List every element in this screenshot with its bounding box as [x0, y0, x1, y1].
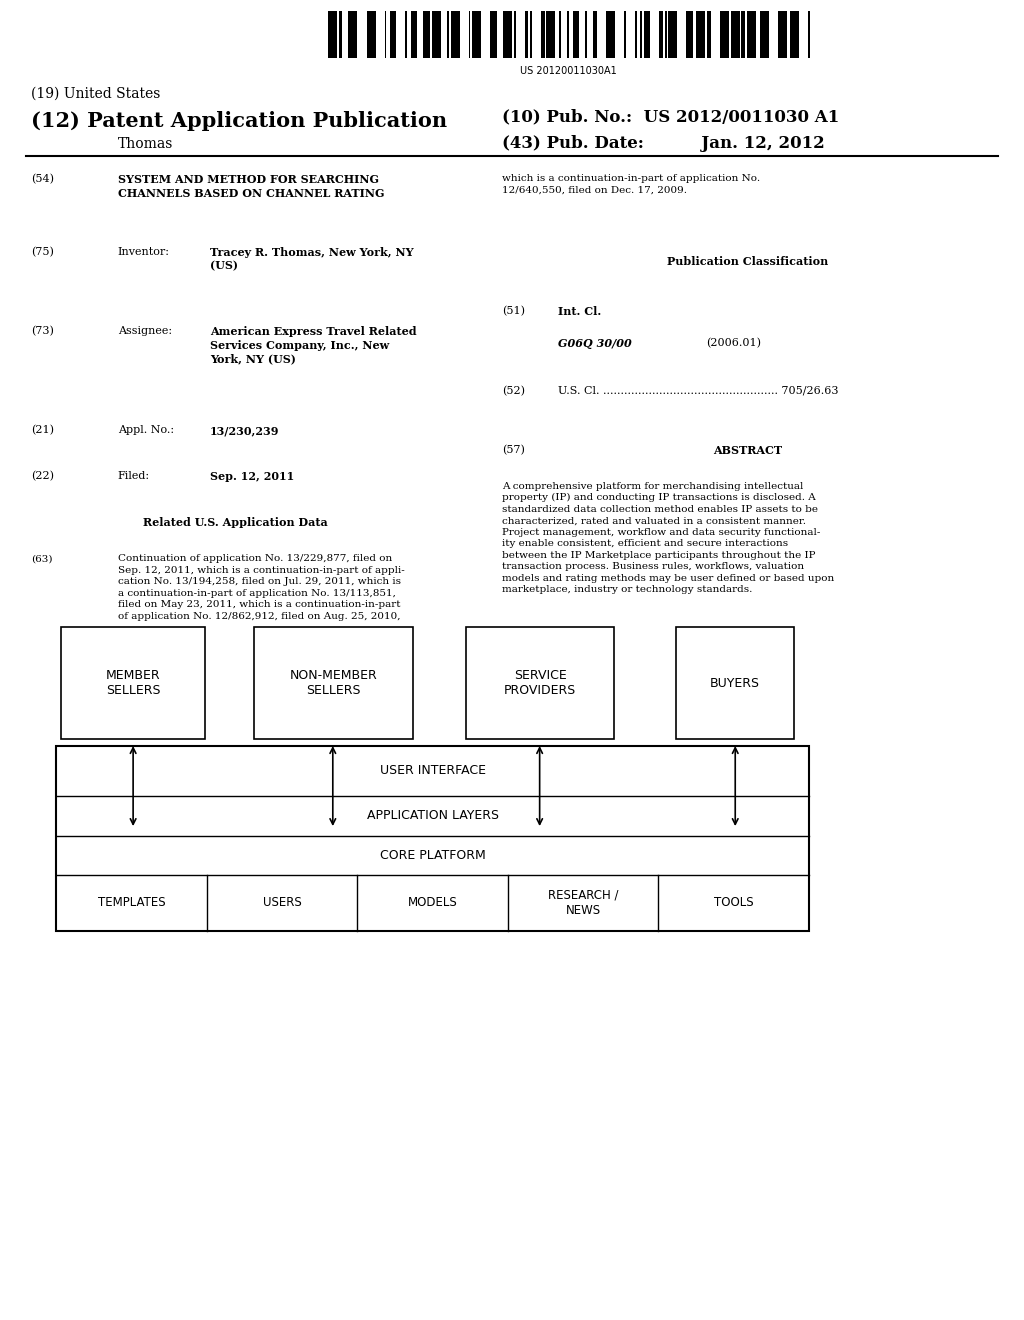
Text: ABSTRACT: ABSTRACT — [713, 445, 782, 455]
Text: (52): (52) — [502, 385, 524, 396]
Text: 13/230,239: 13/230,239 — [210, 425, 280, 436]
Text: Publication Classification: Publication Classification — [667, 256, 828, 267]
Text: Filed:: Filed: — [118, 471, 150, 482]
Text: USERS: USERS — [263, 896, 301, 909]
Bar — [367, 11, 376, 58]
Bar — [640, 11, 642, 58]
Text: MEMBER
SELLERS: MEMBER SELLERS — [105, 669, 161, 697]
Text: (19) United States: (19) United States — [31, 87, 160, 102]
Bar — [524, 11, 528, 58]
Bar — [696, 11, 706, 58]
Text: (75): (75) — [31, 247, 53, 257]
Bar — [669, 11, 677, 58]
Text: Appl. No.:: Appl. No.: — [118, 425, 174, 436]
Bar — [469, 11, 470, 58]
Text: (22): (22) — [31, 471, 53, 482]
Bar — [466, 627, 614, 739]
Text: U.S. Cl. .................................................. 705/26.63: U.S. Cl. ...............................… — [558, 385, 839, 396]
Bar — [572, 11, 579, 58]
Text: Continuation of application No. 13/229,877, filed on
Sep. 12, 2011, which is a c: Continuation of application No. 13/229,8… — [118, 554, 404, 620]
Text: Sep. 12, 2011: Sep. 12, 2011 — [210, 471, 294, 482]
Bar — [741, 11, 745, 58]
Text: Related U.S. Application Data: Related U.S. Application Data — [143, 517, 328, 528]
Bar — [431, 11, 440, 58]
Text: SYSTEM AND METHOD FOR SEARCHING
CHANNELS BASED ON CHANNEL RATING: SYSTEM AND METHOD FOR SEARCHING CHANNELS… — [118, 174, 384, 199]
Text: (2006.01): (2006.01) — [707, 338, 762, 348]
Bar — [411, 11, 417, 58]
Bar — [746, 11, 756, 58]
Text: BUYERS: BUYERS — [710, 677, 760, 689]
Bar — [644, 11, 650, 58]
Text: (43) Pub. Date:          Jan. 12, 2012: (43) Pub. Date: Jan. 12, 2012 — [502, 135, 824, 152]
Text: (73): (73) — [31, 326, 53, 337]
Bar — [567, 11, 569, 58]
Bar — [472, 11, 481, 58]
Bar — [514, 11, 516, 58]
Text: (57): (57) — [502, 445, 524, 455]
Text: (10) Pub. No.:  US 2012/0011030 A1: (10) Pub. No.: US 2012/0011030 A1 — [502, 108, 839, 125]
Bar — [659, 11, 663, 58]
Text: APPLICATION LAYERS: APPLICATION LAYERS — [367, 809, 499, 822]
Bar — [791, 11, 800, 58]
Bar — [406, 11, 408, 58]
Bar — [451, 11, 460, 58]
Bar — [503, 11, 512, 58]
Text: which is a continuation-in-part of application No.
12/640,550, filed on Dec. 17,: which is a continuation-in-part of appli… — [502, 174, 760, 194]
Text: (21): (21) — [31, 425, 53, 436]
Bar — [606, 11, 615, 58]
Bar — [385, 11, 386, 58]
Text: Int. Cl.: Int. Cl. — [558, 306, 601, 317]
Text: A comprehensive platform for merchandising intellectual
property (IP) and conduc: A comprehensive platform for merchandisi… — [502, 482, 834, 594]
Bar — [559, 11, 561, 58]
Text: Assignee:: Assignee: — [118, 326, 172, 337]
Bar — [720, 11, 729, 58]
Text: Thomas: Thomas — [118, 137, 173, 152]
Bar — [760, 11, 769, 58]
Text: TEMPLATES: TEMPLATES — [97, 896, 166, 909]
Text: CORE PLATFORM: CORE PLATFORM — [380, 849, 485, 862]
Text: G06Q 30/00: G06Q 30/00 — [558, 338, 632, 348]
Text: (51): (51) — [502, 306, 524, 317]
Text: Tracey R. Thomas, New York, NY
(US): Tracey R. Thomas, New York, NY (US) — [210, 247, 414, 272]
Bar — [676, 627, 794, 739]
Bar — [348, 11, 357, 58]
Text: Inventor:: Inventor: — [118, 247, 170, 257]
Text: NON-MEMBER
SELLERS: NON-MEMBER SELLERS — [290, 669, 377, 697]
Bar — [731, 11, 739, 58]
Bar — [61, 627, 205, 739]
Bar — [530, 11, 531, 58]
Bar — [490, 11, 497, 58]
Bar — [777, 11, 786, 58]
Text: USER INTERFACE: USER INTERFACE — [380, 764, 485, 777]
Bar — [708, 11, 711, 58]
Bar — [424, 11, 430, 58]
Bar — [665, 11, 667, 58]
Text: US 20120011030A1: US 20120011030A1 — [520, 66, 616, 77]
Bar — [585, 11, 587, 58]
Text: (12) Patent Application Publication: (12) Patent Application Publication — [31, 111, 446, 131]
Bar — [328, 11, 337, 58]
Text: TOOLS: TOOLS — [714, 896, 754, 909]
Bar — [808, 11, 810, 58]
Bar — [624, 11, 626, 58]
Text: SERVICE
PROVIDERS: SERVICE PROVIDERS — [504, 669, 577, 697]
Text: (54): (54) — [31, 174, 53, 185]
Bar — [541, 11, 545, 58]
Bar — [390, 11, 396, 58]
Text: (63): (63) — [31, 554, 52, 564]
Bar — [254, 627, 413, 739]
Bar — [635, 11, 637, 58]
Bar — [686, 11, 692, 58]
Text: MODELS: MODELS — [408, 896, 458, 909]
Bar — [593, 11, 597, 58]
Bar — [339, 11, 342, 58]
Text: RESEARCH /
NEWS: RESEARCH / NEWS — [548, 888, 618, 917]
Bar — [446, 11, 449, 58]
Bar — [56, 746, 809, 931]
Bar — [547, 11, 555, 58]
Text: American Express Travel Related
Services Company, Inc., New
York, NY (US): American Express Travel Related Services… — [210, 326, 417, 364]
